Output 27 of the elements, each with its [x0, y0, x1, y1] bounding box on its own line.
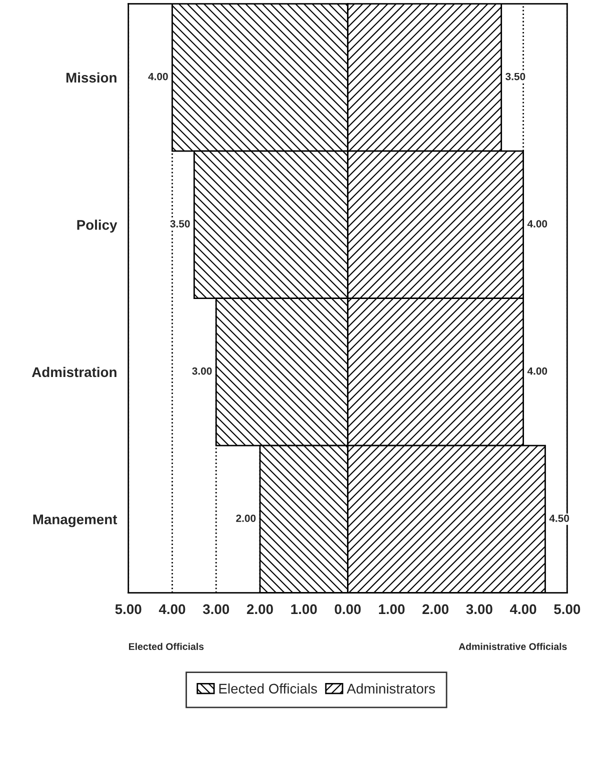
x-tick-label: 0.00 — [334, 604, 361, 614]
x-tick-label: 2.00 — [246, 604, 273, 614]
x-tick-label: 4.00 — [510, 604, 536, 614]
x-tick-label: 5.00 — [115, 604, 142, 614]
y-tick-label: Management — [33, 514, 118, 528]
data-label: 4.50 — [549, 514, 570, 522]
y-tick-label: Policy — [77, 220, 118, 233]
x-tick-label: 1.00 — [291, 604, 317, 614]
data-label: 3.50 — [506, 72, 526, 80]
data-label: 4.00 — [527, 367, 548, 375]
x-tick-label: 4.00 — [158, 604, 186, 614]
legend-label: Administrators — [346, 683, 435, 694]
data-label: 2.00 — [236, 514, 256, 522]
text: Elected Officials — [129, 642, 204, 650]
data-label: 4.00 — [148, 72, 168, 80]
data-label: 3.50 — [170, 220, 190, 228]
text: Administrative Officials — [458, 642, 567, 650]
legend-label: Elected Officials — [219, 683, 318, 694]
x-tick-label: 3.00 — [202, 604, 230, 614]
y-tick-label: Mission — [66, 72, 116, 83]
x-tick-label: 5.00 — [554, 604, 580, 614]
x-tick-label: 3.00 — [466, 604, 492, 614]
y-tick-label: Admistration — [32, 366, 116, 378]
x-tick-label: 2.00 — [422, 604, 448, 614]
data-label: 3.00 — [192, 367, 212, 375]
data-label: 4.00 — [527, 220, 548, 228]
x-tick-label: 1.00 — [378, 604, 405, 614]
